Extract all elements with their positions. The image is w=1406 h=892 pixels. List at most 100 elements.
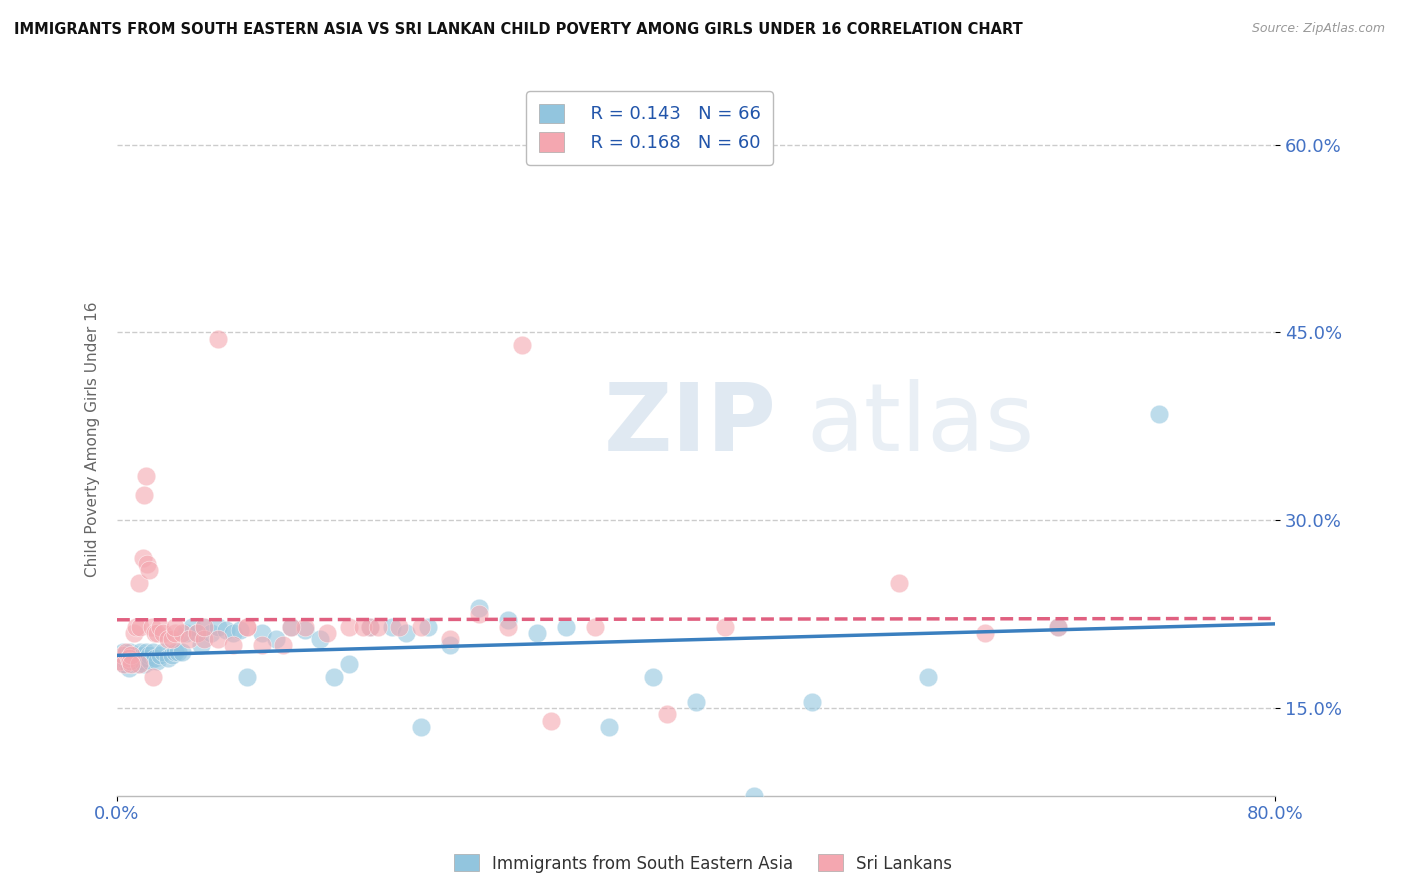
Point xyxy=(112,657,135,672)
Point xyxy=(315,626,337,640)
Point xyxy=(193,632,215,647)
Point xyxy=(236,620,259,634)
Point xyxy=(128,575,150,590)
Point xyxy=(800,695,823,709)
Point xyxy=(172,645,194,659)
Point xyxy=(160,632,183,647)
Point xyxy=(200,626,222,640)
Point xyxy=(181,620,204,634)
Point xyxy=(359,620,381,634)
Point xyxy=(207,632,229,647)
Point xyxy=(131,653,153,667)
Point xyxy=(323,670,346,684)
Point xyxy=(136,651,159,665)
Point xyxy=(655,707,678,722)
Point xyxy=(222,626,245,640)
Point xyxy=(496,614,519,628)
Point xyxy=(468,601,491,615)
Point xyxy=(122,657,145,672)
Point xyxy=(193,620,215,634)
Point xyxy=(207,620,229,634)
Point xyxy=(395,626,418,640)
Point xyxy=(135,645,157,659)
Point xyxy=(1046,620,1069,634)
Point xyxy=(166,645,188,659)
Point xyxy=(974,626,997,640)
Point xyxy=(250,626,273,640)
Point xyxy=(142,670,165,684)
Point xyxy=(118,645,141,659)
Text: atlas: atlas xyxy=(806,378,1035,471)
Legend:   R = 0.143   N = 66,   R = 0.168   N = 60: R = 0.143 N = 66, R = 0.168 N = 60 xyxy=(526,91,773,165)
Point xyxy=(367,620,389,634)
Point xyxy=(409,720,432,734)
Point xyxy=(117,651,139,665)
Point xyxy=(337,620,360,634)
Point xyxy=(917,670,939,684)
Point xyxy=(280,620,302,634)
Point xyxy=(214,624,236,638)
Point xyxy=(179,632,201,647)
Point xyxy=(111,648,134,663)
Point xyxy=(132,648,155,663)
Point xyxy=(496,620,519,634)
Point xyxy=(132,550,155,565)
Point xyxy=(120,657,142,672)
Point xyxy=(207,332,229,346)
Point xyxy=(149,648,172,663)
Point xyxy=(229,624,252,638)
Point xyxy=(685,695,707,709)
Point xyxy=(1046,620,1069,634)
Point xyxy=(124,626,146,640)
Point xyxy=(111,645,134,659)
Point xyxy=(510,338,533,352)
Point xyxy=(112,657,135,672)
Point xyxy=(388,620,411,634)
Point xyxy=(193,620,215,634)
Point xyxy=(294,624,316,638)
Point xyxy=(409,620,432,634)
Point xyxy=(125,648,148,663)
Point xyxy=(439,632,461,647)
Point xyxy=(146,653,169,667)
Point xyxy=(418,620,440,634)
Text: ZIP: ZIP xyxy=(603,378,776,471)
Point xyxy=(114,645,136,659)
Point xyxy=(337,657,360,672)
Point xyxy=(141,620,163,634)
Point xyxy=(1147,407,1170,421)
Point xyxy=(887,575,910,590)
Point xyxy=(152,626,174,640)
Point xyxy=(136,557,159,571)
Point xyxy=(128,651,150,665)
Point xyxy=(359,620,381,634)
Point xyxy=(468,607,491,622)
Point xyxy=(186,626,208,640)
Legend: Immigrants from South Eastern Asia, Sri Lankans: Immigrants from South Eastern Asia, Sri … xyxy=(447,847,959,880)
Point xyxy=(172,626,194,640)
Point xyxy=(236,620,259,634)
Point xyxy=(143,651,166,665)
Text: IMMIGRANTS FROM SOUTH EASTERN ASIA VS SRI LANKAN CHILD POVERTY AMONG GIRLS UNDER: IMMIGRANTS FROM SOUTH EASTERN ASIA VS SR… xyxy=(14,22,1022,37)
Point xyxy=(742,789,765,803)
Y-axis label: Child Poverty Among Girls Under 16: Child Poverty Among Girls Under 16 xyxy=(86,301,100,576)
Point xyxy=(143,626,166,640)
Point xyxy=(128,657,150,672)
Point xyxy=(264,632,287,647)
Point xyxy=(236,670,259,684)
Point xyxy=(163,620,186,634)
Point xyxy=(152,645,174,659)
Point xyxy=(156,651,179,665)
Point xyxy=(127,657,149,672)
Point xyxy=(176,626,198,640)
Point xyxy=(160,648,183,663)
Point xyxy=(125,620,148,634)
Point xyxy=(118,653,141,667)
Point xyxy=(308,632,330,647)
Point xyxy=(134,657,156,672)
Point xyxy=(439,639,461,653)
Point xyxy=(381,620,404,634)
Point xyxy=(108,651,131,665)
Point xyxy=(135,469,157,483)
Point xyxy=(186,626,208,640)
